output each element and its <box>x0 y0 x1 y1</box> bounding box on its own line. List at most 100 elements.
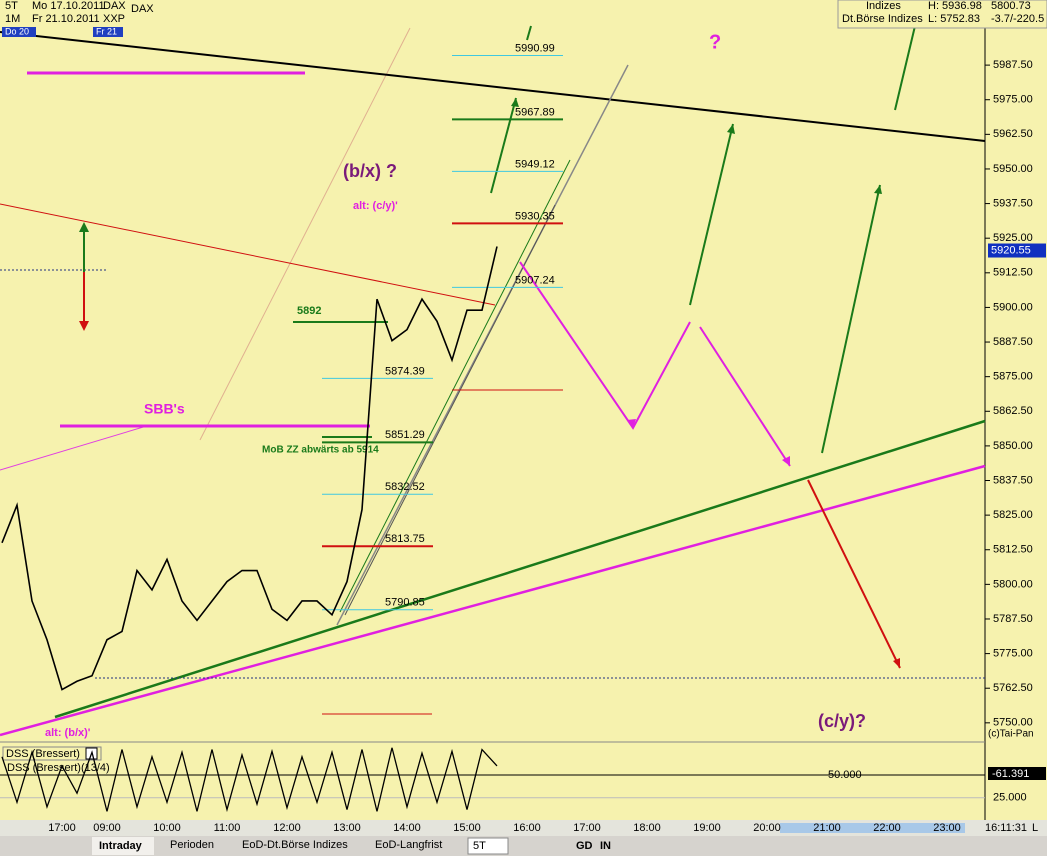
x-tick-label: 23:00 <box>933 822 961 834</box>
fib-label: 5907.24 <box>515 274 555 286</box>
y-tick-label: 25.000 <box>993 792 1027 804</box>
y-tick-label: 5750.00 <box>993 717 1033 729</box>
x-tick-label: 16:00 <box>513 822 541 834</box>
symbol: DAX <box>103 0 126 12</box>
trend-line <box>0 31 986 142</box>
y-tick-label: 5937.50 <box>993 197 1033 209</box>
fib-label: 5874.39 <box>385 365 425 377</box>
x-tick-label: 19:00 <box>693 822 721 834</box>
arrowheads <box>79 98 900 668</box>
copyright: (c)Tai-Pan <box>988 729 1034 740</box>
indicator-box <box>2 746 102 761</box>
arrow <box>807 479 901 669</box>
info-box <box>837 0 1047 29</box>
trend-line <box>0 424 151 471</box>
x-tick-label: 12:00 <box>273 822 301 834</box>
annotation: (b/x) ? <box>343 161 397 181</box>
header: 5T Mo 17.10.2011 DAX 1M Fr 21.10.2011 XX… <box>2 0 1047 37</box>
y-tick-label: 5900.00 <box>993 301 1033 313</box>
period-select[interactable] <box>467 837 509 855</box>
annotation: alt: (c/y)' <box>353 200 398 212</box>
fib-label: 5949.12 <box>515 158 555 170</box>
y-tick-label: 5775.00 <box>993 648 1033 660</box>
annotation: (c/y)? <box>818 711 866 731</box>
y-tick-label: 5925.00 <box>993 232 1033 244</box>
y-tick-label: 5762.50 <box>993 682 1033 694</box>
future-range <box>780 823 965 833</box>
wave-path <box>699 326 791 467</box>
y-tick-label: 5962.50 <box>993 128 1033 140</box>
info-high: H: 5936.98 <box>928 0 982 12</box>
tab-label[interactable]: EoD-Langfrist <box>375 839 442 851</box>
day-tag <box>2 27 36 37</box>
x-tick-label: 22:00 <box>873 822 901 834</box>
range: 1M <box>5 13 20 25</box>
tab-label[interactable]: Perioden <box>170 839 214 851</box>
y-tick-label: 5850.00 <box>993 440 1033 452</box>
annotation: 5892 <box>297 305 321 317</box>
fib-label: 5790.85 <box>385 597 425 609</box>
y-tick-label: 5787.50 <box>993 613 1033 625</box>
date-from: Mo 17.10.2011 <box>32 0 105 12</box>
annotation: ? <box>709 31 721 53</box>
footer: 16:11:31 L Intraday Perioden EoD-Dt.Börs… <box>92 822 1038 855</box>
period-value[interactable]: 5T <box>473 840 486 852</box>
channel-line <box>339 159 571 613</box>
clock: 16:11:31 <box>985 822 1027 834</box>
x-tick-label: 15:00 <box>453 822 481 834</box>
fib-label: 5930.35 <box>515 210 555 222</box>
trend-line <box>199 27 411 441</box>
x-tick-label: 13:00 <box>333 822 361 834</box>
value-tag <box>988 767 1046 780</box>
date-to: Fr 21.10.2011 <box>32 13 100 25</box>
day-label: Fr 21 <box>96 26 117 36</box>
day-tag <box>93 27 123 37</box>
x-tick-label: 18:00 <box>633 822 661 834</box>
y-tick-label: 5800.00 <box>993 578 1033 590</box>
price-tag-label: 5920.55 <box>991 244 1031 256</box>
tab[interactable] <box>92 837 154 855</box>
price-tag <box>988 243 1046 258</box>
data-line <box>1 246 498 691</box>
y-tick-label: 5912.50 <box>993 267 1033 279</box>
fib-label: 5990.99 <box>515 42 555 54</box>
fib-label: 5813.75 <box>385 533 425 545</box>
mode: L <box>1032 822 1038 834</box>
info-group: Indizes <box>866 0 901 12</box>
info-last: 5800.73 <box>991 0 1031 12</box>
annotation: alt: (b/x)' <box>45 727 91 739</box>
fib-label: 5967.89 <box>515 106 555 118</box>
x-tick-label: 17:00 <box>48 822 76 834</box>
annotation: MoB ZZ abwärts ab 5914 <box>262 445 379 456</box>
button[interactable]: IN <box>600 840 611 852</box>
y-tick-label: 5887.50 <box>993 336 1033 348</box>
x-tick-label: 10:00 <box>153 822 181 834</box>
info-low: L: 5752.83 <box>928 13 980 25</box>
y-tick-label: 5812.50 <box>993 544 1033 556</box>
exchange: XXP <box>103 13 125 25</box>
info-change: -3.7/-220.5 <box>991 13 1044 25</box>
channel-line <box>336 64 629 626</box>
drawings <box>0 25 986 737</box>
tab-label[interactable]: Intraday <box>99 840 143 852</box>
trend-line <box>0 464 986 737</box>
info-market: Dt.Börse Indizes <box>842 13 923 25</box>
x-tick-label: 11:00 <box>214 822 241 834</box>
indicator-subtitle: DSS (Bressert)(13/4) <box>7 762 110 774</box>
y-tick-label: 50.000 <box>828 769 862 781</box>
x-tick-label: 20:00 <box>753 822 781 834</box>
y-tick-label: 5837.50 <box>993 474 1033 486</box>
y-tick-label: 5987.50 <box>993 59 1033 71</box>
button[interactable]: GD <box>576 840 593 852</box>
name: DAX <box>131 3 154 15</box>
y-tick-label: 5862.50 <box>993 405 1033 417</box>
x-tick-label: 09:00 <box>93 822 121 834</box>
tab-label[interactable]: EoD-Dt.Börse Indizes <box>242 839 348 851</box>
current-value: -61.391 <box>992 768 1029 780</box>
x-tick-label: 21:00 <box>813 822 841 834</box>
y-tick-label: 5975.00 <box>993 94 1033 106</box>
y-tick-label: 5875.00 <box>993 371 1033 383</box>
